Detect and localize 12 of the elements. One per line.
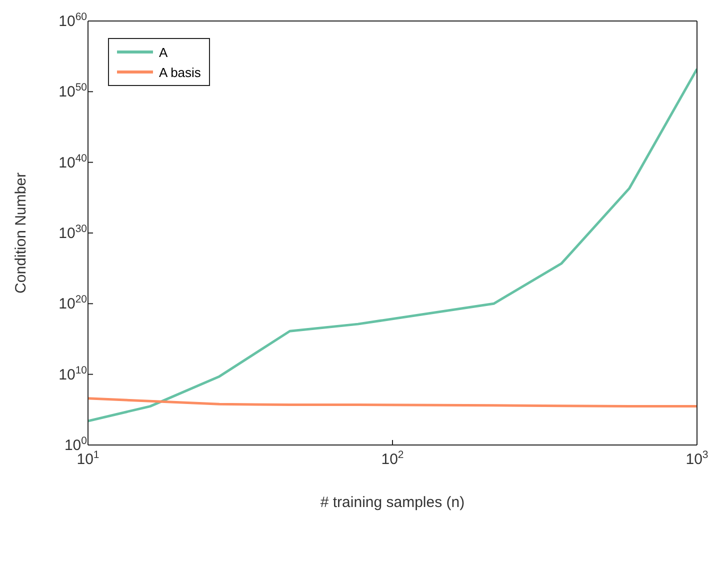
y-tick-label: 10$^{50}$ [58, 82, 88, 101]
y-tick-label: 10$^{60}$ [58, 11, 88, 30]
y-axis-title: Condition Number [12, 172, 30, 294]
y-tick-label: 10$^{30}$ [58, 223, 88, 242]
x-tick-label: 10$^{3}$ [686, 449, 708, 468]
legend-label: A [159, 44, 168, 60]
x-axis-title: # training samples (n) [320, 494, 465, 511]
x-tick-label: 10$^{2}$ [381, 449, 404, 468]
legend-label: A basis [159, 64, 201, 80]
y-tick-label: 10$^{40}$ [58, 152, 88, 172]
y-tick-label: 10$^{20}$ [58, 294, 88, 313]
y-tick-label: 10$^{10}$ [58, 364, 88, 384]
